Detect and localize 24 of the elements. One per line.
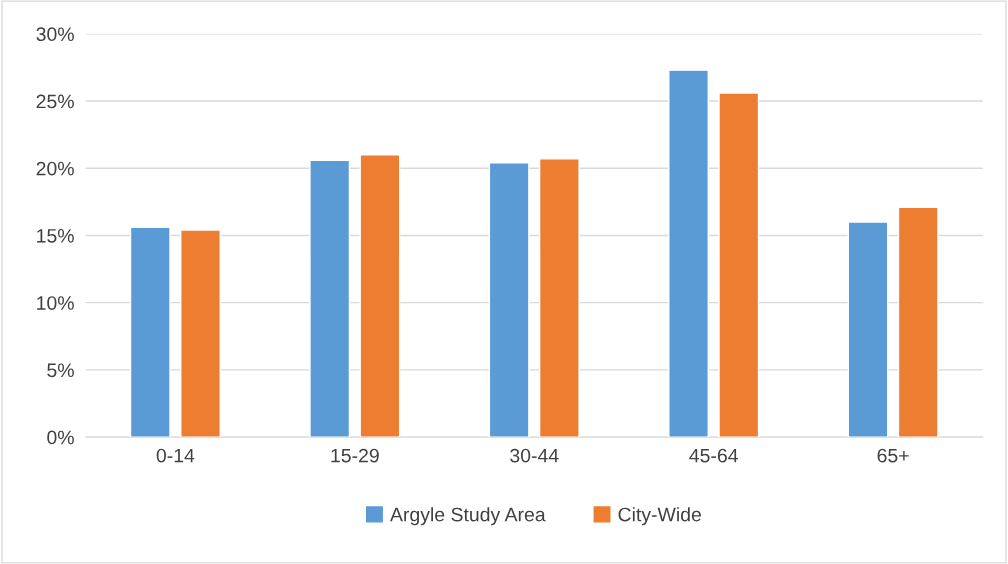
y-tick-label: 5%	[47, 363, 74, 378]
bar	[180, 229, 221, 438]
y-tick-label: 10%	[37, 296, 74, 310]
y-tick-label: 30%	[36, 27, 74, 42]
legend-label: City-Wide	[618, 507, 701, 526]
bar	[309, 159, 351, 438]
y-tick-label: 0%	[47, 430, 74, 445]
x-tick-label: 30-44	[510, 448, 559, 463]
y-tick-label: 20%	[36, 161, 74, 176]
bar	[668, 69, 709, 438]
bar	[488, 162, 530, 438]
bar	[897, 206, 939, 438]
x-tick-label: 15-29	[331, 448, 379, 463]
x-tick-label: 0-14	[156, 448, 195, 463]
y-tick-label: 25%	[36, 94, 74, 109]
bar	[359, 154, 401, 438]
bar	[847, 221, 889, 438]
bar	[129, 226, 171, 438]
bar	[718, 92, 760, 438]
bar	[538, 158, 580, 438]
x-tick-label: 45-64	[689, 448, 738, 463]
legend-label: Argyle Study Area	[390, 507, 546, 526]
y-tick-label: 15%	[37, 229, 74, 243]
x-tick-label: 65+	[877, 448, 909, 463]
